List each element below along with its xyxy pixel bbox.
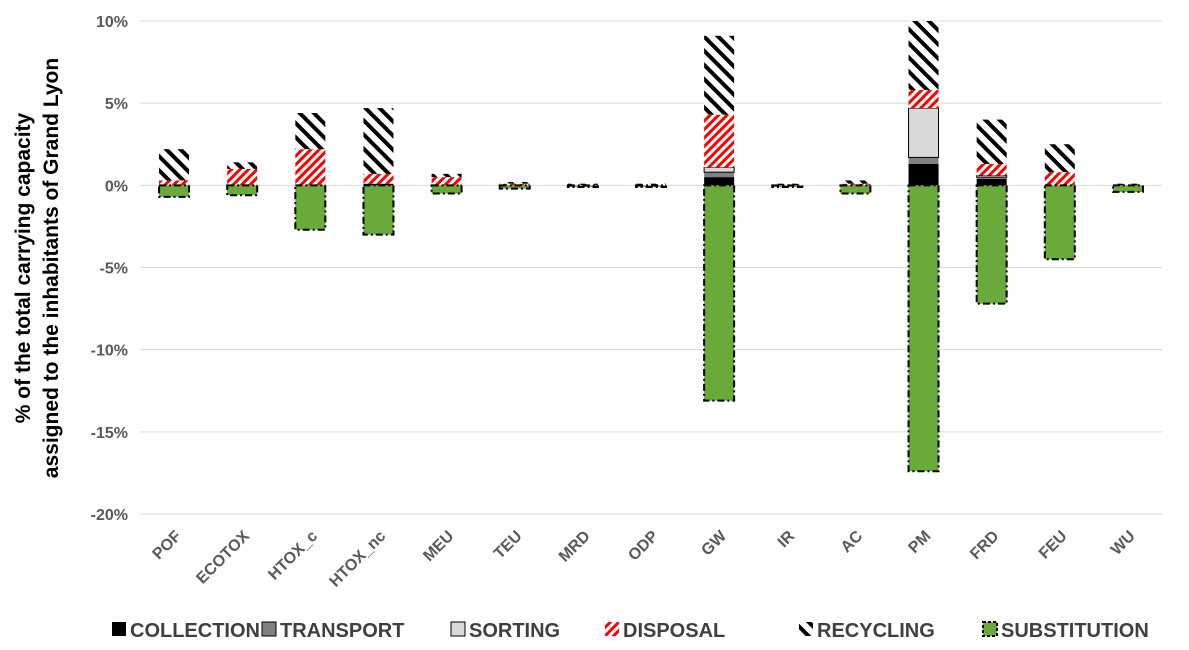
bar-ecotox-disposal — [227, 168, 258, 186]
legend-swatch-recycling — [799, 622, 813, 636]
bar-gw-sorting — [703, 166, 735, 173]
bar-htox-c-recycling — [295, 113, 326, 150]
bar-frd-transport — [976, 177, 1007, 179]
y-tick-label: 5% — [105, 96, 128, 113]
legend-label-sorting: SORTING — [469, 620, 560, 642]
y-axis-tick-labels: 10% 5% 0% -5% -10% -15% -20% — [91, 14, 128, 524]
bar-teu-substitution — [498, 184, 531, 190]
legend-label-collection: COLLECTION — [130, 620, 260, 642]
legend-label-substitution: SUBSTITUTION — [1001, 620, 1149, 642]
legend-label-transport: TRANSPORT — [280, 620, 404, 642]
bar-gw-transport — [704, 172, 735, 178]
legend-swatch-collection — [112, 622, 126, 636]
bar-pm-disposal — [908, 90, 939, 109]
bar-feu-recycling — [1044, 144, 1075, 173]
y-axis-title: % of the total carrying capacity assigne… — [12, 58, 63, 478]
x-axis-category-labels: POF ECOTOX HTOX_c HTOX_nc MEU TEU MRD ODP GW IR AC… — [150, 527, 1139, 590]
bar-feu-substitution — [1043, 184, 1076, 261]
legend-label-recycling: RECYCLING — [817, 620, 935, 642]
x-category-label: MRD — [556, 528, 594, 566]
bar-htox-c-disposal — [295, 149, 326, 186]
bar-odp-substitution — [635, 184, 667, 188]
bar-ac-recycling — [840, 180, 871, 184]
bar-ac-substitution — [839, 184, 872, 195]
bar-htox-nc-substitution — [362, 184, 395, 236]
bar-frd-sorting — [976, 174, 1008, 178]
x-category-label: FRD — [967, 528, 1002, 563]
y-tick-label: -20% — [91, 507, 128, 524]
x-category-label: AC — [838, 527, 867, 556]
bar-mrd-substitution — [566, 184, 599, 188]
x-category-label: HTOX_c — [265, 528, 321, 584]
bar-ecotox-recycling — [227, 162, 258, 169]
bar-frd-recycling — [976, 119, 1007, 164]
x-category-label: GW — [698, 527, 730, 559]
x-category-label: POF — [150, 528, 185, 563]
legend-swatch-disposal — [605, 622, 619, 636]
legend: COLLECTION TRANSPORT SORTING DISPOSAL RECYCL… — [112, 620, 1149, 642]
y-tick-label: -5% — [100, 261, 128, 278]
bars — [158, 21, 1144, 473]
bar-frd-disposal — [976, 163, 1007, 176]
bar-frd-substitution — [975, 184, 1008, 305]
bar-pm-transport — [908, 157, 939, 164]
bar-htox-nc-disposal — [363, 173, 394, 184]
y-axis-title-line-1: % of the total carrying capacity — [12, 112, 35, 423]
bar-htox-c-substitution — [294, 184, 327, 231]
bar-wu-substitution — [1111, 184, 1144, 193]
bar-meu-substitution — [430, 184, 463, 195]
legend-label-disposal: DISPOSAL — [623, 620, 725, 642]
legend-swatch-sorting — [450, 621, 466, 637]
bar-meu-disposal — [431, 177, 462, 186]
bar-pm-collection — [908, 163, 939, 186]
x-category-label: IR — [775, 527, 799, 551]
bar-gw-substitution — [703, 184, 736, 402]
y-tick-label: -10% — [91, 343, 128, 360]
x-category-label: ECOTOX — [193, 528, 253, 588]
x-category-label: WU — [1108, 528, 1139, 559]
x-category-label: FEU — [1036, 528, 1071, 563]
bar-pof-disposal — [159, 180, 190, 186]
bar-feu-disposal — [1044, 172, 1075, 186]
gridlines — [140, 20, 1162, 515]
y-axis-title-line-2: assigned to the inhabitants of Grand Lyo… — [40, 58, 63, 478]
bar-gw-disposal — [704, 114, 735, 168]
bar-pm-substitution — [907, 184, 940, 473]
bar-frd-collection — [976, 178, 1007, 186]
x-category-label: PM — [905, 528, 934, 557]
bar-pm-recycling — [908, 21, 939, 91]
bar-gw-collection — [704, 177, 735, 186]
bar-gw-recycling — [704, 35, 735, 115]
y-tick-label: 10% — [96, 14, 128, 31]
x-category-label: HTOX_nc — [327, 528, 390, 591]
y-tick-label: -15% — [91, 425, 128, 442]
legend-swatch-transport — [261, 621, 277, 637]
x-category-label: ODP — [625, 528, 662, 565]
bar-pof-recycling — [159, 149, 190, 181]
y-tick-label: 0% — [105, 178, 128, 195]
bar-ir-substitution — [771, 184, 804, 188]
x-category-label: MEU — [420, 528, 457, 565]
bar-pm-sorting — [908, 107, 940, 158]
bar-meu-recycling — [431, 173, 462, 178]
bar-pof-substitution — [158, 184, 191, 198]
legend-swatch-substitution — [982, 621, 998, 637]
bar-htox-nc-recycling — [363, 108, 394, 174]
x-category-label: TEU — [491, 528, 526, 563]
bar-ecotox-substitution — [226, 184, 259, 197]
bar-teu-recycling — [499, 182, 530, 184]
